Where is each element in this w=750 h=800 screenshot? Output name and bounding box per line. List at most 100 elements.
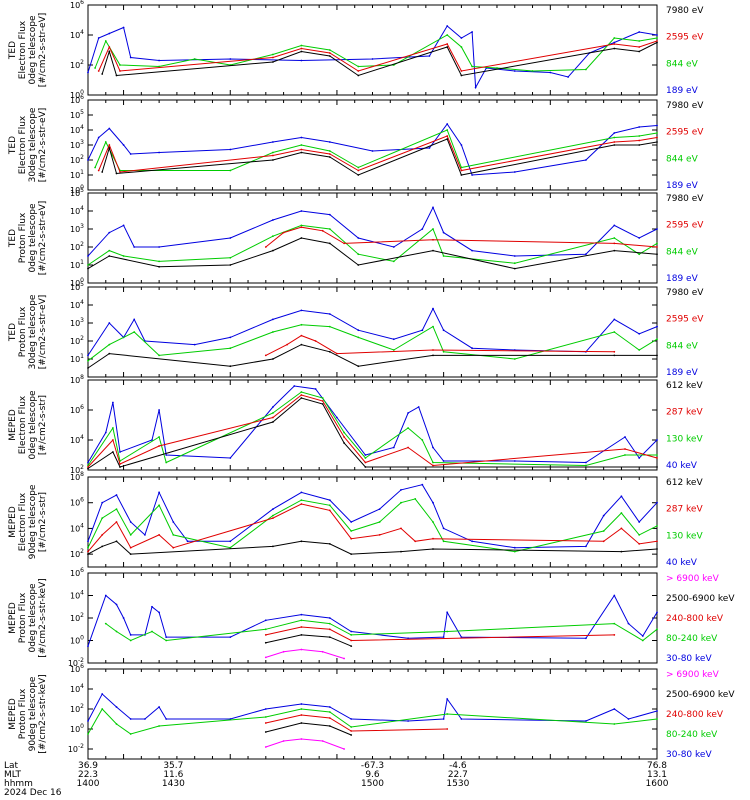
y-axis-label-line: [#/cm2-s-str-keV] xyxy=(38,578,48,657)
data-point xyxy=(407,637,409,640)
data-point xyxy=(151,605,153,608)
data-point xyxy=(151,439,153,441)
y-tick-label: 100 xyxy=(70,184,84,195)
data-point xyxy=(158,445,161,447)
data-point xyxy=(378,521,381,523)
data-point xyxy=(158,436,161,438)
data-point xyxy=(300,237,303,239)
data-point xyxy=(432,464,434,467)
y-axis-label-line: 0deg telescope xyxy=(28,583,38,653)
data-point xyxy=(133,246,136,248)
data-point xyxy=(585,253,587,256)
data-point xyxy=(272,56,274,59)
y-tick-label: 101 xyxy=(70,169,84,180)
data-point xyxy=(336,352,338,355)
data-point xyxy=(392,260,395,263)
data-point xyxy=(272,517,274,519)
legend-entry: 844 eV xyxy=(666,59,699,69)
data-point xyxy=(328,509,331,512)
data-point xyxy=(656,457,658,459)
data-point xyxy=(407,446,409,449)
data-point xyxy=(613,132,616,134)
data-point xyxy=(186,540,189,543)
legend-entry: 7980 eV xyxy=(666,194,704,204)
data-point xyxy=(129,56,132,59)
data-point xyxy=(513,460,516,462)
data-point xyxy=(321,400,324,402)
data-point xyxy=(272,159,274,161)
data-point xyxy=(567,76,569,78)
data-point xyxy=(193,58,196,60)
data-point xyxy=(87,546,89,549)
data-point xyxy=(115,74,118,77)
data-point xyxy=(328,52,331,54)
data-point xyxy=(165,461,168,464)
data-point xyxy=(129,733,132,735)
data-point xyxy=(115,508,118,510)
data-point xyxy=(129,553,132,555)
data-point xyxy=(513,267,516,270)
data-point xyxy=(513,70,516,72)
data-point xyxy=(229,718,232,720)
data-point xyxy=(122,617,125,619)
data-point xyxy=(300,391,303,393)
data-point xyxy=(272,421,274,423)
y-axis-label-line: MEPED xyxy=(8,698,18,730)
data-point xyxy=(421,329,424,332)
data-point xyxy=(460,174,463,176)
data-point xyxy=(343,748,345,750)
data-point xyxy=(627,622,630,625)
legend-entry: 844 eV xyxy=(666,247,699,257)
data-point xyxy=(119,70,121,72)
data-point xyxy=(129,639,132,642)
data-point xyxy=(357,264,360,266)
y-tick-label: 106 xyxy=(70,497,84,508)
data-point xyxy=(101,534,104,536)
data-point xyxy=(460,169,463,172)
data-point xyxy=(350,521,353,523)
footer-lat-value: -4.6 xyxy=(449,761,467,771)
data-point xyxy=(115,603,118,606)
data-point xyxy=(471,347,473,350)
data-point xyxy=(364,457,367,459)
series-line-3 xyxy=(265,226,658,248)
data-point xyxy=(122,144,125,146)
data-point xyxy=(87,553,89,555)
data-point xyxy=(119,466,121,468)
data-point xyxy=(343,657,345,660)
data-point xyxy=(87,467,89,470)
data-point xyxy=(602,540,605,543)
data-point xyxy=(549,71,552,74)
data-point xyxy=(158,354,161,357)
data-point xyxy=(300,722,303,724)
data-point xyxy=(264,628,267,631)
data-point xyxy=(513,255,516,257)
data-point xyxy=(151,630,153,633)
data-point xyxy=(364,461,367,464)
data-point xyxy=(446,138,449,140)
y-tick-label: 104 xyxy=(70,434,84,445)
data-point xyxy=(442,636,445,638)
data-point xyxy=(460,636,463,638)
y-tick-label: 102 xyxy=(70,241,84,252)
data-point xyxy=(229,636,232,638)
data-point xyxy=(613,242,616,245)
data-point xyxy=(446,611,449,614)
data-point xyxy=(328,49,331,51)
data-point xyxy=(300,394,303,396)
data-point xyxy=(613,136,616,139)
data-point xyxy=(357,169,360,172)
data-point xyxy=(432,548,434,550)
legend-entry: 2595 eV xyxy=(666,315,704,325)
data-point xyxy=(613,37,616,39)
y-tick-label: 10-2 xyxy=(68,657,84,668)
data-point xyxy=(638,40,641,42)
data-point xyxy=(371,150,374,152)
y-tick-label: 102 xyxy=(70,335,84,346)
footer-mlt-value: 22.7 xyxy=(448,770,468,780)
legend-entry: 130 keV xyxy=(666,434,703,444)
data-point xyxy=(638,126,641,128)
data-point xyxy=(97,37,100,39)
data-point xyxy=(343,436,345,438)
series-line-4 xyxy=(101,42,658,77)
